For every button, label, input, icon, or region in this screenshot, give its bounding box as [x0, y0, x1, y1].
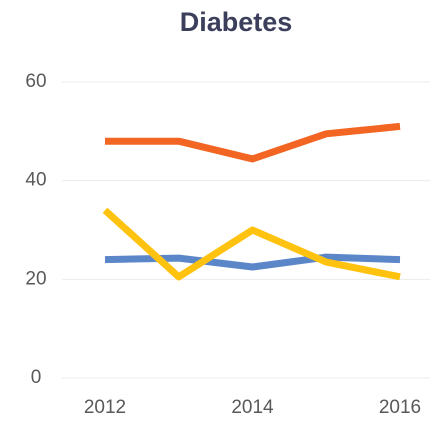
x-tick-label: 2014	[231, 397, 274, 418]
x-tick-label: 2012	[84, 397, 126, 418]
y-tick-label: 40	[25, 170, 46, 191]
line-series	[102, 207, 401, 281]
line-series	[105, 122, 401, 163]
x-tick-label: 2016	[379, 397, 421, 418]
y-tick-label: 20	[25, 268, 46, 289]
y-tick-label: 0	[31, 367, 42, 388]
chart-title: Diabetes	[180, 7, 293, 37]
y-tick-label: 60	[25, 71, 46, 92]
